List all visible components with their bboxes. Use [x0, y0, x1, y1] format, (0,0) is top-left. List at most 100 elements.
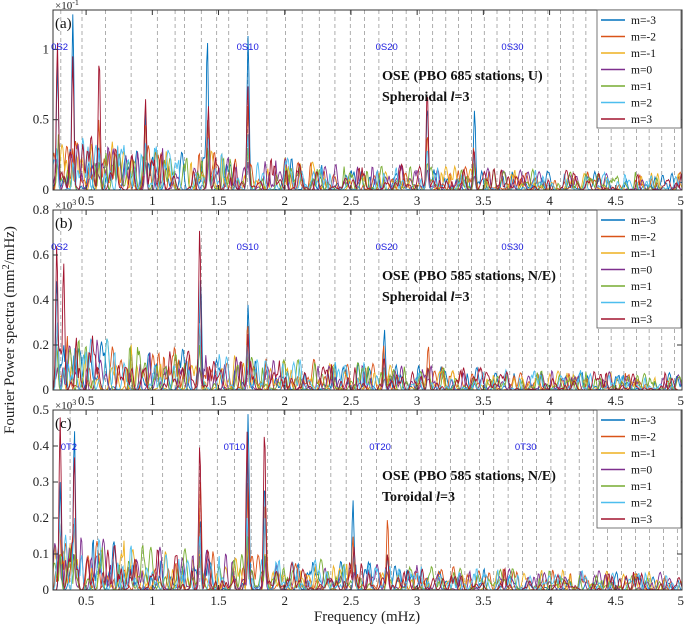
legend-label: m=-2 — [631, 432, 656, 444]
annotation-part: =3 — [455, 290, 470, 305]
panel-2: 00.20.40.60.80.5 1 1.5 2 2.5 3 3.5 4 4.5 5×103(b)… — [33, 198, 684, 409]
annotation-subtitle: Toroidal l=3 — [382, 490, 455, 505]
x-tick-label: 5 — [678, 193, 685, 208]
legend: m=-3 m=-2 m=-1 m=0 m=1 m=2 m=3 — [596, 9, 682, 129]
spectrum-line-m--3 — [53, 414, 682, 590]
legend: m=-3 m=-2 m=-1 m=0 m=1 m=2 m=3 — [596, 409, 682, 529]
x-tick-label: 4 — [546, 593, 553, 608]
x-tick-label: 1.5 — [210, 393, 226, 408]
mode-label: 0T20 — [369, 442, 391, 453]
x-tick-label: 2.5 — [343, 193, 359, 208]
panel-1: 0 0.5 1 0.5 1 1.5 2 2.5 3 3.5 4 4.5 5 ×10-1 (a) 0S2 0S10… — [33, 0, 684, 208]
mode-label: 0S10 — [237, 242, 259, 253]
x-tick-label: 3 — [414, 393, 421, 408]
mode-label: 0S20 — [376, 242, 398, 253]
legend-label: m=2 — [631, 498, 652, 510]
x-tick-label: 2 — [281, 193, 288, 208]
legend-label: m=1 — [631, 281, 652, 293]
y-exponent-label: ×103 — [55, 198, 76, 213]
x-tick-label: 4.5 — [608, 193, 624, 208]
legend-label: m=3 — [631, 314, 652, 326]
y-axis-label: Fourier Power spectra (mm2/mHz) — [1, 226, 19, 434]
spectrum-line-m-2 — [53, 322, 682, 390]
annotation-part: Spheroidal — [382, 290, 451, 305]
x-tick-label: 2.5 — [343, 393, 359, 408]
x-tick-label: 5 — [678, 593, 685, 608]
panel-label: (a) — [55, 16, 72, 32]
legend-label: m=-2 — [631, 232, 656, 244]
annotation-part: l — [451, 90, 455, 105]
y-tick-label: 0.4 — [33, 292, 50, 307]
exponent-base: ×10 — [55, 400, 73, 412]
spectra-curves — [53, 14, 682, 190]
y-tick-label: 0.1 — [33, 546, 49, 561]
x-tick-label: 2 — [281, 593, 288, 608]
mode-label: 0S10 — [237, 42, 259, 53]
y-exponent-label: ×103 — [55, 398, 76, 413]
annotation-title: OSE (PBO 585 stations, N/E) — [382, 269, 556, 284]
y-exponent-label: ×10-1 — [55, 0, 79, 12]
y-tick-label: 0 — [43, 382, 50, 397]
y-tick-label: 0.8 — [33, 202, 49, 217]
annotation-subtitle: Spheroidal l=3 — [382, 90, 469, 105]
legend-label: m=-3 — [631, 215, 656, 227]
legend-label: m=0 — [631, 65, 652, 77]
axes-frame — [52, 409, 683, 591]
exponent-base: ×10 — [55, 200, 73, 212]
x-tick-label: 4 — [546, 193, 553, 208]
mode-label: 0S20 — [376, 42, 398, 53]
y-tick-label: 0.3 — [33, 474, 49, 489]
annotation-part: Spheroidal — [382, 90, 451, 105]
annotation-title: OSE (PBO 685 stations, U) — [382, 69, 543, 84]
x-tick-label: 5 — [678, 393, 685, 408]
legend-label: m=-1 — [631, 48, 656, 60]
legend-label: m=0 — [631, 465, 652, 477]
mode-label: 0S2 — [51, 42, 68, 53]
spectra-curves — [53, 230, 682, 390]
mode-label: 0S30 — [501, 42, 523, 53]
x-tick-label: 4 — [546, 393, 553, 408]
panel-label: (c) — [55, 416, 72, 432]
x-tick-label: 2.5 — [343, 593, 359, 608]
x-tick-label: 3 — [414, 593, 421, 608]
exponent-base: ×10 — [55, 0, 73, 12]
exponent-power: 3 — [72, 198, 76, 207]
mode-label: 0S2 — [51, 242, 68, 253]
spectrum-line-m--2 — [53, 322, 682, 390]
legend-label: m=2 — [631, 98, 652, 110]
y-tick-label: 0.2 — [33, 510, 49, 525]
x-tick-label: 1 — [149, 393, 156, 408]
x-axis-label: Frequency (mHz) — [314, 609, 420, 625]
y-tick-label: 0.6 — [33, 247, 50, 262]
x-tick-label: 1.5 — [210, 593, 226, 608]
x-tick-label: 4.5 — [608, 393, 624, 408]
exponent-power: 3 — [72, 398, 76, 407]
annotation-part: Toroidal — [382, 490, 436, 505]
x-tick-label: 4.5 — [608, 593, 624, 608]
legend-label: m=3 — [631, 114, 652, 126]
y-tick-label: 0.5 — [33, 402, 49, 417]
x-tick-label: 0.5 — [78, 193, 94, 208]
x-tick-label: 3.5 — [475, 193, 491, 208]
x-tick-label: 1 — [149, 593, 156, 608]
annotation-part: =3 — [440, 490, 455, 505]
legend-label: m=-1 — [631, 248, 656, 260]
legend-label: m=-2 — [631, 32, 656, 44]
x-tick-label: 0.5 — [78, 393, 94, 408]
spectrum-line-m--1 — [53, 141, 682, 190]
y-tick-label: 1 — [43, 41, 50, 56]
mode-label: 0T2 — [61, 442, 77, 453]
y-tick-label: 0 — [43, 582, 50, 597]
axes-frame — [52, 9, 683, 191]
y-tick-label: 0.5 — [33, 112, 49, 127]
spectrum-line-m-3 — [53, 417, 682, 590]
spectra-curves — [53, 414, 682, 590]
annotation-part: l — [436, 490, 440, 505]
annotation-part: =3 — [455, 90, 470, 105]
x-tick-label: 3 — [414, 193, 421, 208]
spectrum-line-m-3 — [53, 42, 682, 190]
legend-label: m=1 — [631, 81, 652, 93]
x-tick-label: 0.5 — [78, 593, 94, 608]
legend-label: m=3 — [631, 514, 652, 526]
